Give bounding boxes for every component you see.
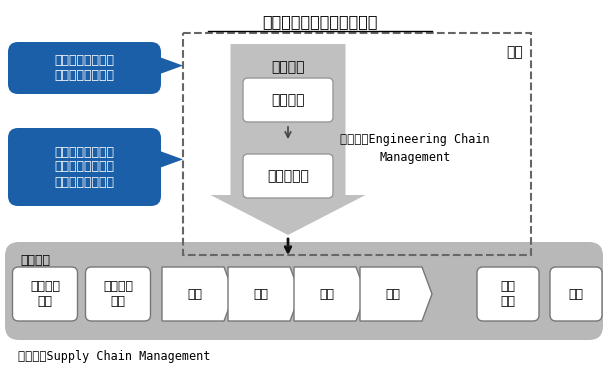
Text: 製造業の基幹業務プロセス: 製造業の基幹業務プロセス [262, 14, 378, 29]
FancyBboxPatch shape [13, 267, 77, 321]
Text: ＥＣＭ軸: ＥＣＭ軸 [271, 60, 304, 74]
FancyBboxPatch shape [85, 267, 150, 321]
Text: ＳＣＭ：Supply Chain Management: ＳＣＭ：Supply Chain Management [18, 350, 210, 363]
Text: 自社: 自社 [506, 45, 523, 59]
Text: 販売: 販売 [385, 287, 400, 301]
Polygon shape [294, 267, 366, 321]
FancyBboxPatch shape [8, 128, 161, 206]
Text: サプライ
ヤー: サプライ ヤー [103, 280, 133, 308]
Bar [183, 33, 531, 255]
FancyBboxPatch shape [243, 154, 333, 198]
Text: 調達: 調達 [187, 287, 202, 301]
Text: ＥＣＭ：Engineering Chain: ＥＣＭ：Engineering Chain [340, 134, 490, 146]
FancyBboxPatch shape [477, 267, 539, 321]
Polygon shape [360, 267, 432, 321]
Text: 開発・設計: 開発・設計 [267, 169, 309, 183]
Text: 物流: 物流 [319, 287, 334, 301]
Polygon shape [162, 267, 234, 321]
FancyBboxPatch shape [5, 242, 603, 340]
Text: Management: Management [379, 150, 451, 164]
Polygon shape [161, 58, 183, 74]
Polygon shape [228, 267, 300, 321]
FancyBboxPatch shape [550, 267, 602, 321]
Text: 設計された製品の
バリューを利益に
変換するプロセス: 設計された製品の バリューを利益に 変換するプロセス [54, 145, 114, 189]
Text: 製品企画: 製品企画 [271, 93, 304, 107]
Polygon shape [211, 44, 365, 235]
Text: 製品のバリューを
設計するプロセス: 製品のバリューを 設計するプロセス [54, 54, 114, 82]
Text: サプライ
ヤー: サプライ ヤー [30, 280, 60, 308]
Text: 販売
会社: 販売 会社 [501, 280, 515, 308]
FancyBboxPatch shape [243, 78, 333, 122]
Text: 顧客: 顧客 [568, 287, 583, 301]
Text: ＳＣＭ軸: ＳＣＭ軸 [20, 254, 50, 267]
Text: 生産: 生産 [253, 287, 268, 301]
FancyBboxPatch shape [8, 42, 161, 94]
Polygon shape [161, 152, 183, 167]
